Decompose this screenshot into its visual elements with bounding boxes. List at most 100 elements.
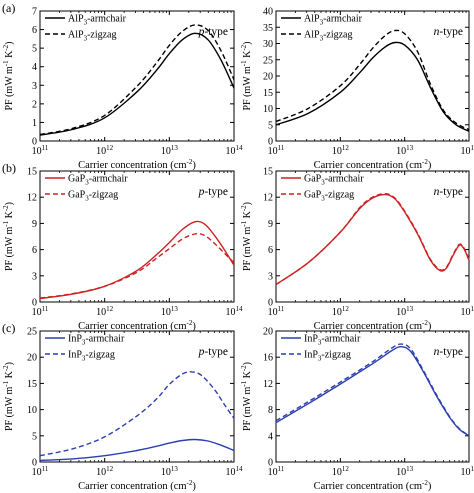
x-tick-label: 1013 <box>161 305 179 318</box>
y-tick-label: 9 <box>32 219 37 230</box>
x-tick-label: 1012 <box>96 465 114 478</box>
x-tick-label: 1013 <box>161 144 179 157</box>
y-tick-label: 4 <box>32 62 37 73</box>
y-tick-label: 0 <box>32 298 37 309</box>
x-axis-label: Carrier concentration (cm-2) <box>314 319 432 332</box>
x-tick-label: 1012 <box>332 144 350 157</box>
x-axis-label: Carrier concentration (cm-2) <box>314 479 432 492</box>
panel-label-a: (a) <box>2 1 15 15</box>
y-tick-label: 20 <box>263 327 273 338</box>
y-tick-label: 5 <box>268 120 273 131</box>
series-line-zigzag <box>39 371 235 457</box>
plot-frame <box>39 10 235 142</box>
x-tick-label: 1014 <box>226 144 244 157</box>
doping-type-label: p-type <box>198 346 228 358</box>
series-line-zigzag <box>275 192 470 286</box>
y-tick-label: 35 <box>263 23 273 34</box>
y-tick-label: 1 <box>32 118 37 129</box>
y-tick-label: 3 <box>32 81 37 92</box>
y-tick-label: 12 <box>263 379 273 390</box>
doping-type-label: n-type <box>434 26 463 38</box>
y-tick-label: 6 <box>268 245 273 256</box>
series-line-armchair <box>39 32 235 136</box>
y-tick-label: 2 <box>32 99 37 110</box>
x-tick-label: 1011 <box>32 305 49 318</box>
doping-type-label: p-type <box>198 26 228 38</box>
y-tick-label: 15 <box>263 88 273 99</box>
x-tick-label: 1011 <box>268 465 285 478</box>
y-tick-label: 4 <box>268 431 273 442</box>
x-axis-label: Carrier concentration (cm-2) <box>314 158 432 171</box>
y-tick-label: 15 <box>263 167 273 178</box>
y-tick-label: 20 <box>263 72 273 83</box>
doping-type-label: p-type <box>198 186 228 198</box>
y-tick-label: 12 <box>263 193 273 204</box>
y-tick-label: 6 <box>32 25 37 36</box>
legend-entry: AlP3-zigzag <box>68 30 117 43</box>
series-line-zigzag <box>275 29 470 131</box>
x-tick-label: 1014 <box>461 465 474 478</box>
x-tick-label: 1012 <box>332 305 350 318</box>
plot-frame <box>39 170 235 303</box>
y-tick-label: 20 <box>27 353 37 364</box>
legend-entry: InP3-zigzag <box>304 350 351 363</box>
y-tick-label: 0 <box>32 137 37 148</box>
y-tick-label: 0 <box>268 298 273 309</box>
x-tick-label: 1013 <box>396 144 414 157</box>
x-tick-label: 1013 <box>161 465 179 478</box>
y-axis-label: PF (mW m-1 K-2) <box>2 362 15 431</box>
y-tick-label: 0 <box>268 137 273 148</box>
y-axis-label: PF (mW m-1 K-2) <box>240 362 253 431</box>
x-tick-label: 1011 <box>32 465 49 478</box>
plot-frame <box>39 330 235 463</box>
chart-panel-3: 0 3 6 9 12 15 1011 1012 1013 1014 Carrier concentr… <box>240 167 474 333</box>
y-tick-label: 7 <box>32 7 37 18</box>
x-tick-label: 1013 <box>396 305 414 318</box>
series-line-armchair <box>275 345 470 437</box>
legend-entry: GaP3-armchair <box>68 174 128 187</box>
y-tick-label: 3 <box>32 271 37 282</box>
series-line-zigzag <box>39 232 235 299</box>
legend-entry: AlP3-armchair <box>68 14 127 27</box>
y-tick-label: 5 <box>32 431 37 442</box>
chart-panel-0: 0 1 2 3 4 5 6 7 1011 1012 1013 1014 Carrier concentr… <box>2 7 243 172</box>
x-tick-label: 1014 <box>226 465 244 478</box>
x-tick-label: 1012 <box>96 144 114 157</box>
series-line-armchair <box>275 41 470 132</box>
x-tick-label: 1011 <box>268 305 285 318</box>
y-axis-label: PF (mW m-1 K-2) <box>2 41 15 110</box>
y-tick-label: 6 <box>32 245 37 256</box>
x-tick-label: 1012 <box>332 465 350 478</box>
legend-entry: InP3-armchair <box>304 334 361 347</box>
chart-panel-5: 0 4 8 12 16 20 1011 1012 1013 1014 Carrier concent… <box>240 327 474 493</box>
y-tick-label: 15 <box>27 167 37 178</box>
x-axis-label: Carrier concentration (cm-2) <box>78 319 196 332</box>
chart-panel-1: 0 5 10 15 20 25 30 35 40 1011 1012 1013 1014 Carrier … <box>240 7 474 172</box>
y-tick-label: 10 <box>263 104 273 115</box>
legend-entry: GaP3-armchair <box>304 174 364 187</box>
x-tick-label: 1014 <box>461 144 474 157</box>
y-tick-label: 12 <box>27 193 37 204</box>
plot-frame <box>275 330 470 463</box>
y-tick-label: 25 <box>27 327 37 338</box>
x-tick-label: 1011 <box>268 144 285 157</box>
y-tick-label: 16 <box>263 353 273 364</box>
series-line-armchair <box>275 193 470 286</box>
series-line-zigzag <box>39 24 235 136</box>
y-tick-label: 25 <box>263 55 273 66</box>
y-tick-label: 0 <box>268 458 273 469</box>
x-tick-label: 1014 <box>226 305 244 318</box>
legend-entry: InP3-armchair <box>68 334 125 347</box>
x-tick-label: 1012 <box>96 305 114 318</box>
series-line-armchair <box>39 438 235 462</box>
chart-panel-4: 0 5 10 15 20 25 1011 1012 1013 1014 Carrier concen… <box>2 327 243 493</box>
x-tick-label: 1011 <box>32 144 49 157</box>
series-line-armchair <box>39 220 235 300</box>
doping-type-label: n-type <box>434 186 463 198</box>
y-tick-label: 15 <box>27 379 37 390</box>
panel-label-b: (b) <box>2 161 16 175</box>
y-tick-label: 0 <box>32 458 37 469</box>
series-line-zigzag <box>275 343 470 437</box>
y-axis-label: PF (mW m-1 K-2) <box>240 202 253 271</box>
